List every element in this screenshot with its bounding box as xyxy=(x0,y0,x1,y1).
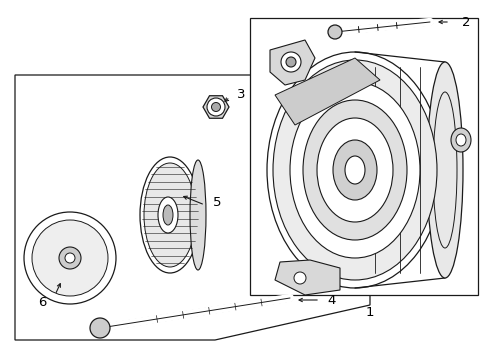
Polygon shape xyxy=(203,96,229,118)
Polygon shape xyxy=(270,40,315,85)
Ellipse shape xyxy=(456,134,466,146)
Polygon shape xyxy=(275,58,380,125)
Ellipse shape xyxy=(294,272,306,284)
Ellipse shape xyxy=(290,82,420,258)
Ellipse shape xyxy=(32,220,108,296)
Ellipse shape xyxy=(303,100,407,240)
Ellipse shape xyxy=(267,52,443,288)
Ellipse shape xyxy=(190,160,206,270)
Polygon shape xyxy=(250,18,478,295)
Ellipse shape xyxy=(427,62,463,278)
Ellipse shape xyxy=(451,128,471,152)
Ellipse shape xyxy=(286,57,296,67)
Text: 5: 5 xyxy=(213,195,221,208)
Text: 2: 2 xyxy=(462,15,470,28)
Ellipse shape xyxy=(59,247,81,269)
Ellipse shape xyxy=(273,60,437,280)
Ellipse shape xyxy=(281,52,301,72)
Text: 6: 6 xyxy=(38,296,46,309)
Text: 4: 4 xyxy=(327,293,335,306)
Polygon shape xyxy=(15,75,370,340)
Ellipse shape xyxy=(90,318,110,338)
Text: 1: 1 xyxy=(366,306,374,319)
Ellipse shape xyxy=(345,156,365,184)
Ellipse shape xyxy=(65,253,75,263)
Ellipse shape xyxy=(163,205,173,225)
Ellipse shape xyxy=(207,98,225,116)
Ellipse shape xyxy=(317,118,393,222)
Ellipse shape xyxy=(140,157,200,273)
Text: 3: 3 xyxy=(237,87,245,100)
Ellipse shape xyxy=(333,140,377,200)
Ellipse shape xyxy=(158,197,178,233)
Polygon shape xyxy=(275,260,340,295)
Ellipse shape xyxy=(212,103,220,112)
Ellipse shape xyxy=(144,163,196,267)
Ellipse shape xyxy=(328,25,342,39)
Ellipse shape xyxy=(24,212,116,304)
